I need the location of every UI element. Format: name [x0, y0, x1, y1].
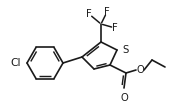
Text: F: F — [112, 23, 118, 33]
Text: O: O — [136, 65, 144, 75]
Text: F: F — [104, 7, 110, 17]
Text: O: O — [120, 93, 128, 103]
Text: F: F — [86, 9, 92, 19]
Text: S: S — [122, 45, 128, 55]
Text: Cl: Cl — [11, 58, 21, 68]
